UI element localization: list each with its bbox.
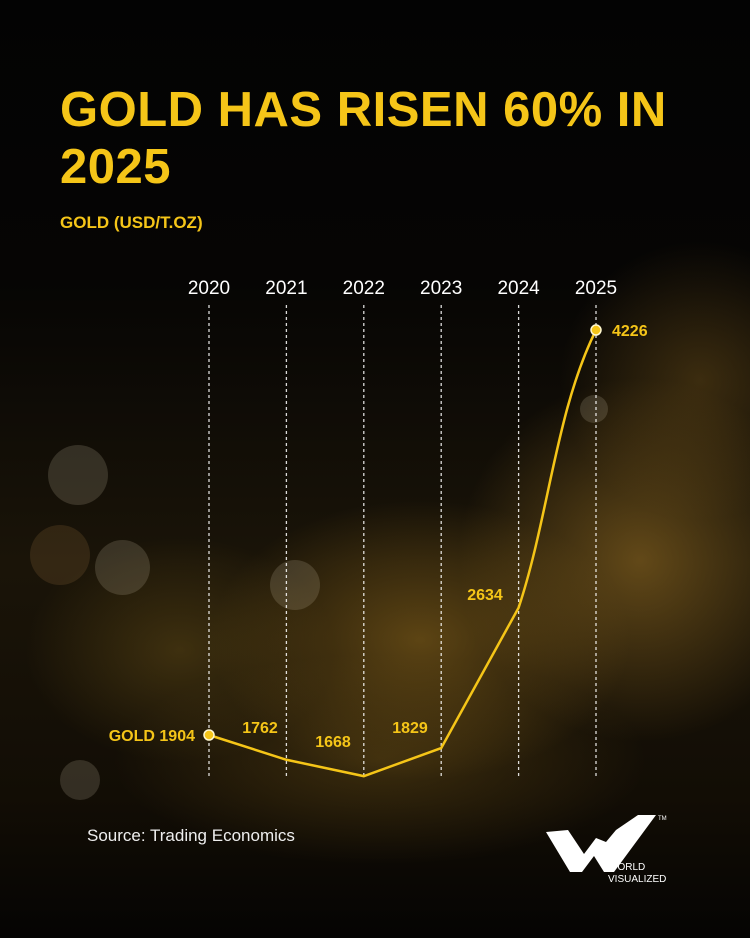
logo-tm: TM <box>658 816 667 822</box>
x-tick-label: 2022 <box>343 278 385 299</box>
logo-mark-icon: TM WORLD VISUALIZED <box>546 815 667 885</box>
data-label: 2634 <box>467 587 503 604</box>
data-point-marker <box>590 324 602 336</box>
bokeh <box>580 395 608 423</box>
source-note: Source: Trading Economics <box>87 826 295 845</box>
data-label: 4226 <box>612 323 648 340</box>
bokeh <box>30 525 90 585</box>
x-tick-label: 2024 <box>497 278 540 299</box>
logo-text-visualized: VISUALIZED <box>608 874 666 885</box>
bokeh <box>95 540 150 595</box>
data-label: 1829 <box>392 720 428 737</box>
data-label: GOLD 1904 <box>109 728 195 745</box>
x-tick-label: 2020 <box>188 278 230 299</box>
chart-subtitle: GOLD (USD/T.OZ) <box>60 213 203 232</box>
data-label: 1668 <box>315 734 351 751</box>
x-tick-label: 2023 <box>420 278 462 299</box>
bokeh <box>48 445 108 505</box>
x-tick-label: 2025 <box>575 278 617 299</box>
page-title: GOLD HAS RISEN 60% IN 2025 <box>60 83 667 194</box>
series-line <box>208 329 598 778</box>
bokeh <box>270 560 320 610</box>
x-tick-label: 2021 <box>265 278 307 299</box>
data-point-marker <box>203 729 215 741</box>
bokeh <box>60 760 100 800</box>
data-label: 1762 <box>242 720 278 737</box>
world-visualized-logo: TM WORLD VISUALIZED <box>546 812 676 897</box>
logo-text-world: WORLD <box>608 862 645 873</box>
